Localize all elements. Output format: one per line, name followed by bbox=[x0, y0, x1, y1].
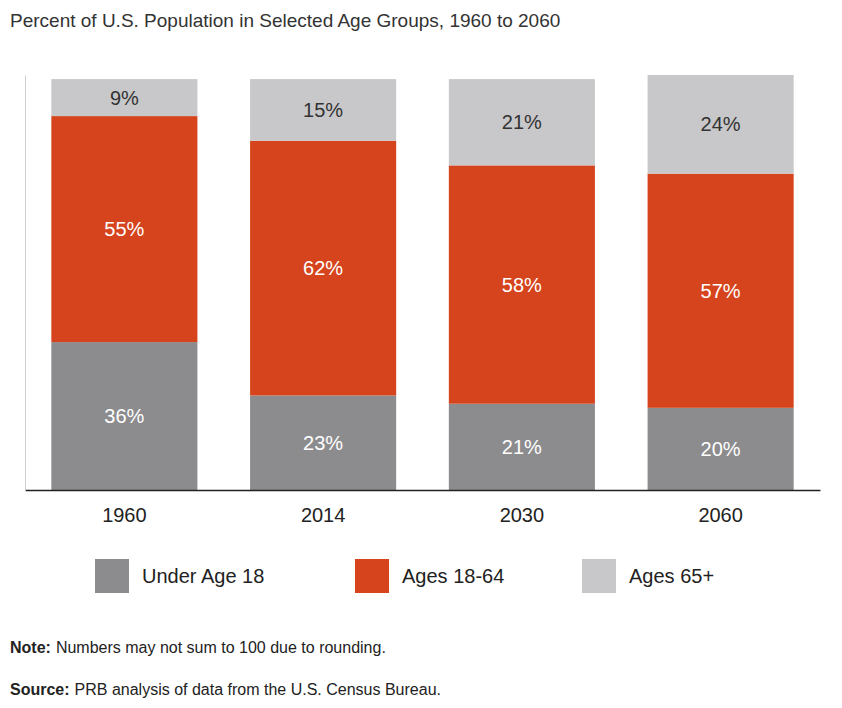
bar-segment bbox=[51, 79, 197, 116]
series bbox=[51, 75, 793, 174]
title: Percent of U.S. Population in Selected A… bbox=[10, 10, 560, 31]
data-label: 21% bbox=[502, 436, 542, 458]
note-text: Numbers may not sum to 100 due to roundi… bbox=[56, 639, 386, 656]
legend-label: Ages 65+ bbox=[629, 565, 714, 587]
y-axis-line bbox=[25, 76, 26, 491]
data-label: 36% bbox=[104, 405, 144, 427]
y-axis bbox=[25, 76, 26, 491]
legend-swatch bbox=[95, 559, 129, 593]
legend-swatch bbox=[355, 559, 389, 593]
data-label: 23% bbox=[303, 432, 343, 454]
bar-segment bbox=[51, 342, 197, 490]
x-axis-line bbox=[26, 490, 821, 492]
x-tick: 2014 bbox=[301, 490, 346, 526]
data-labels: 36% 23% 21% 20% 55% 62% 58% 57% 9% 15% 21% 24% bbox=[104, 87, 740, 460]
bar-segment bbox=[648, 408, 794, 490]
data-label: 20% bbox=[701, 438, 741, 460]
note: Source: PRB analysis of data from the U.S… bbox=[10, 681, 441, 698]
legend-item: Ages 65+ bbox=[582, 559, 714, 593]
data-label: 24% bbox=[701, 113, 741, 135]
bars bbox=[51, 75, 793, 490]
legend: Under Age 18 Ages 18-64 Ages 65+ bbox=[95, 559, 714, 593]
legend-label: Under Age 18 bbox=[142, 565, 264, 587]
x-tick: 1960 bbox=[102, 490, 147, 526]
bar-segment bbox=[449, 79, 595, 165]
bar-segment bbox=[250, 79, 396, 141]
x-tick-label: 1960 bbox=[102, 504, 147, 526]
x-tick: 2060 bbox=[698, 490, 743, 526]
note-label: Source: bbox=[10, 681, 70, 698]
bar-segment bbox=[51, 116, 197, 342]
data-label: 62% bbox=[303, 257, 343, 279]
legend-label: Ages 18-64 bbox=[402, 565, 504, 587]
bar-segment bbox=[648, 75, 794, 174]
bar-segment bbox=[250, 141, 396, 396]
data-label: 9% bbox=[110, 87, 139, 109]
x-tick-label: 2060 bbox=[698, 504, 743, 526]
legend-item: Under Age 18 bbox=[95, 559, 264, 593]
data-label: 55% bbox=[104, 218, 144, 240]
chart: Percent of U.S. Population in Selected A… bbox=[0, 0, 842, 708]
legend-swatch bbox=[582, 559, 616, 593]
bar-segment bbox=[250, 395, 396, 490]
data-label: 21% bbox=[502, 111, 542, 133]
x-tick: 2030 bbox=[500, 490, 545, 526]
data-label: 57% bbox=[701, 280, 741, 302]
bar-segment bbox=[449, 404, 595, 490]
note-label: Note: bbox=[10, 639, 51, 656]
data-label: 58% bbox=[502, 274, 542, 296]
note: Note: Numbers may not sum to 100 due to r… bbox=[10, 639, 386, 656]
x-tick-label: 2014 bbox=[301, 504, 346, 526]
bar-segment bbox=[449, 165, 595, 403]
x-axis: 1960 2014 2030 2060 bbox=[26, 490, 821, 526]
bar-segment bbox=[648, 174, 794, 408]
x-tick-label: 2030 bbox=[500, 504, 545, 526]
data-label: 15% bbox=[303, 99, 343, 121]
note-text: PRB analysis of data from the U.S. Censu… bbox=[75, 681, 441, 698]
legend-item: Ages 18-64 bbox=[355, 559, 504, 593]
